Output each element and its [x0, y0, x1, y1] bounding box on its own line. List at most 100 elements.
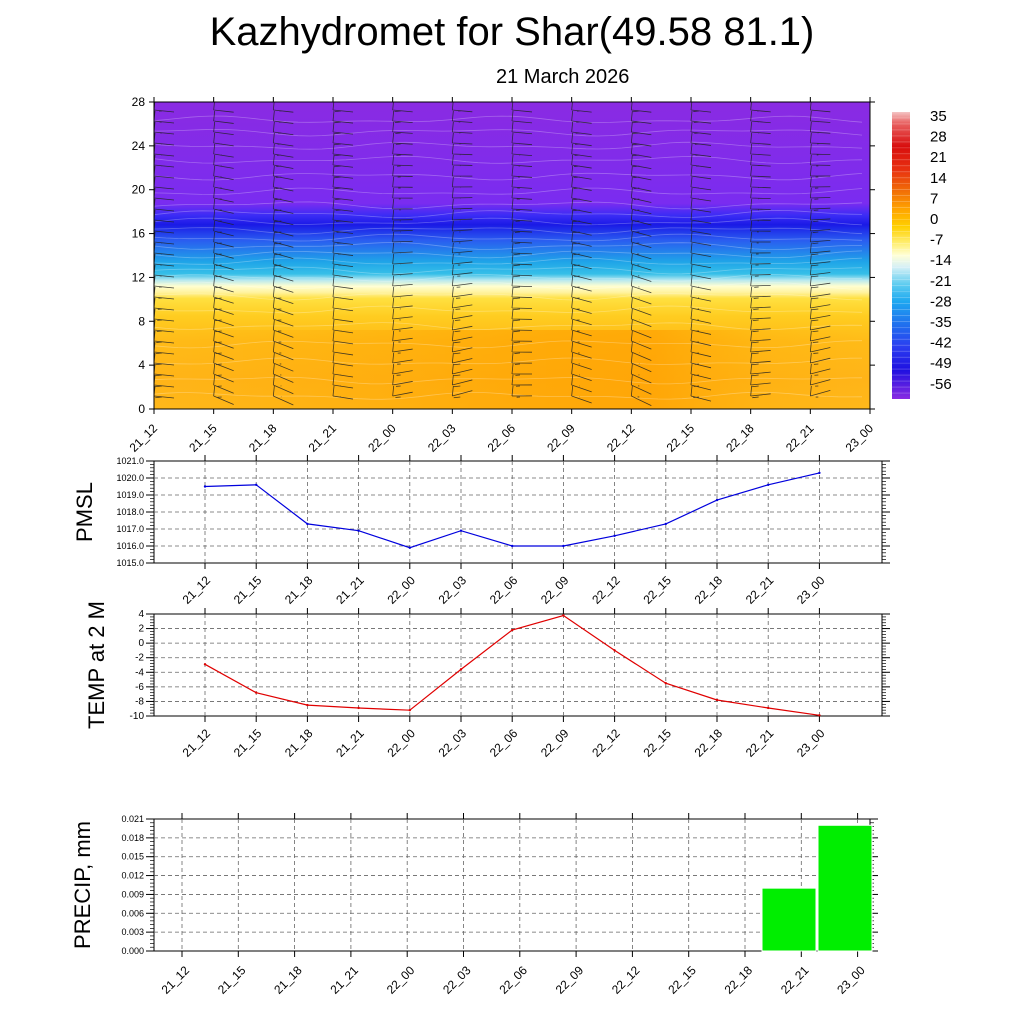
wind-barb — [392, 374, 413, 387]
wind-barb — [272, 143, 294, 158]
wind-barb — [511, 341, 533, 354]
pmsl-y-tick-label: 1018.0 — [116, 507, 144, 517]
precip-bar — [761, 887, 817, 952]
colorbar-label: 14 — [930, 170, 947, 187]
wind-barb — [630, 297, 652, 316]
wind-barb — [690, 341, 712, 358]
wind-barb — [809, 264, 831, 278]
pmsl-x-tick-label: 21_12 — [180, 573, 214, 607]
wind-barb — [630, 198, 652, 215]
wind-barb — [392, 102, 413, 113]
wind-barb — [630, 286, 652, 305]
wind-barb — [392, 209, 413, 222]
wind-barb — [451, 286, 473, 299]
wind-barb — [511, 143, 533, 157]
wind-barb — [213, 308, 234, 327]
wind-barb — [809, 253, 831, 267]
temp-x-tick-label: 22_00 — [384, 726, 418, 760]
wind-barb — [630, 242, 652, 260]
temp-x-tick-label: 21_15 — [231, 726, 265, 760]
wind-barb — [571, 385, 592, 404]
wind-barb — [690, 253, 712, 269]
wind-barb — [213, 165, 234, 181]
wind-barb — [332, 132, 354, 146]
wind-barb — [272, 102, 294, 113]
temp-point — [357, 706, 360, 710]
wind-barb — [869, 270, 870, 275]
wind-barb — [750, 330, 771, 344]
colorbar: 35 28 21 14 7 0 -7 -14 -21 -28 -35 -42 -49 -56 — [892, 108, 952, 399]
isotherm — [154, 217, 863, 226]
temp-x-tick-label: 21_12 — [180, 726, 214, 760]
colorbar-label: -42 — [930, 335, 952, 352]
wind-barb — [690, 132, 712, 146]
temp-y-tick-label: -8 — [135, 696, 144, 707]
wind-barb — [451, 143, 473, 156]
wind-barb — [511, 330, 533, 344]
temp-x-tick-label: 22_09 — [538, 726, 572, 760]
wind-barb — [392, 231, 413, 244]
wind-barb — [451, 187, 473, 200]
wind-barb — [690, 286, 712, 302]
wind-barb — [809, 231, 831, 245]
wind-barb — [272, 286, 294, 305]
pmsl-y-tick-label: 1020.0 — [116, 473, 144, 483]
wind-barb — [213, 176, 234, 192]
wind-barb — [750, 198, 771, 211]
wind-barb — [750, 187, 771, 200]
wind-barb — [809, 187, 831, 200]
wind-barb — [690, 187, 712, 202]
colorbar-label: -49 — [930, 355, 952, 372]
wind-barb — [392, 297, 413, 310]
wind-barb — [451, 341, 473, 355]
wind-barb — [511, 198, 533, 211]
precip-x-tick-label: 22_18 — [722, 963, 756, 997]
wind-barb — [869, 127, 870, 133]
wind-barb — [272, 275, 294, 293]
temp-point — [511, 628, 514, 632]
wind-barb — [869, 204, 870, 210]
wind-barb — [392, 341, 413, 354]
heatmap-y-tick-label: 0 — [138, 402, 145, 416]
precip-x-tick-label: 23_00 — [834, 963, 868, 997]
wind-barb — [511, 297, 533, 311]
wind-barb — [809, 374, 831, 387]
wind-barb — [750, 374, 771, 388]
heatmap-x-tick-label: 22_06 — [485, 421, 519, 455]
temp-y-tick-label: 0 — [138, 638, 144, 649]
wind-barb — [809, 319, 831, 333]
temp-y-tick-label: 2 — [138, 624, 144, 635]
wind-barb — [451, 154, 473, 167]
pmsl-point — [203, 485, 207, 488]
wind-barb — [869, 347, 870, 352]
isotherm — [154, 340, 863, 349]
isotherm — [154, 273, 862, 282]
heatmap-y-tick-label: 8 — [138, 314, 145, 328]
temp-point — [306, 703, 309, 707]
pmsl-y-tick-label: 1021.0 — [116, 456, 144, 466]
wind-barb — [451, 374, 473, 388]
wind-barb — [451, 209, 473, 222]
wind-barb — [332, 264, 354, 279]
wind-barb — [750, 253, 771, 266]
wind-barb — [571, 352, 592, 370]
isotherm — [154, 376, 863, 385]
wind-barb — [392, 143, 413, 156]
wind-barb — [451, 176, 473, 189]
pmsl-point — [306, 522, 309, 526]
wind-barb — [511, 319, 533, 333]
wind-barb — [213, 242, 234, 259]
wind-barb — [451, 275, 473, 288]
wind-barb — [690, 198, 712, 213]
wind-barb — [511, 363, 533, 376]
wind-barb — [869, 138, 870, 144]
wind-barb — [750, 110, 771, 124]
wind-barb — [511, 275, 533, 289]
wind-barb — [750, 242, 771, 255]
wind-barb — [630, 363, 652, 384]
pmsl-point — [511, 544, 514, 548]
wind-barb — [809, 242, 831, 256]
wind-barb — [571, 330, 592, 348]
temp-point — [767, 706, 770, 710]
precip-x-tick-label: 22_09 — [553, 963, 587, 997]
